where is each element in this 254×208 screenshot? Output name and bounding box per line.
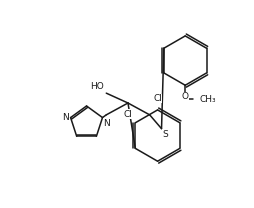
Text: Cl: Cl xyxy=(123,110,132,119)
Text: N: N xyxy=(62,113,69,122)
Text: Cl: Cl xyxy=(153,94,162,103)
Text: HO: HO xyxy=(91,82,104,91)
Text: S: S xyxy=(163,130,168,139)
Text: O: O xyxy=(182,92,189,101)
Text: CH₃: CH₃ xyxy=(199,95,216,104)
Text: N: N xyxy=(103,119,110,128)
